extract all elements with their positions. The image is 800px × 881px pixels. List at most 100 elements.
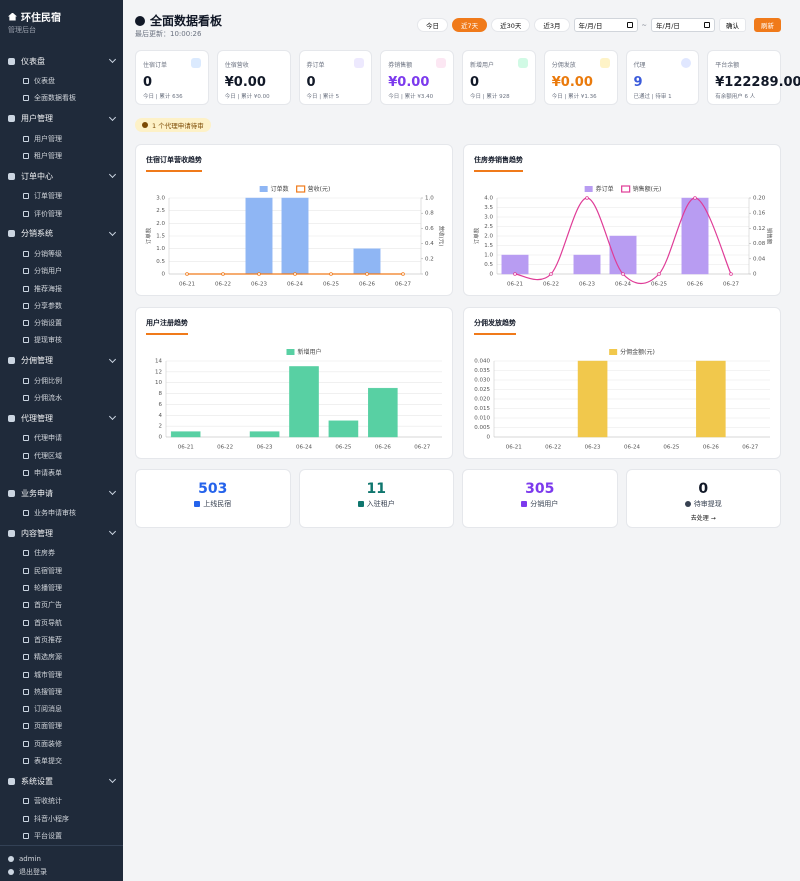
item-text[interactable]: 分享参数 bbox=[34, 301, 62, 310]
nav-section[interactable]: 系统设置 bbox=[0, 770, 123, 793]
nav-item[interactable]: 页面装修 bbox=[0, 735, 123, 752]
nav-item[interactable]: 用户管理 bbox=[0, 130, 123, 147]
section-title[interactable]: 分销系统 bbox=[21, 229, 53, 239]
nav-item[interactable]: 住房券 bbox=[0, 545, 123, 562]
nav-section[interactable]: 代理管理 bbox=[0, 407, 123, 430]
item-text[interactable]: 提现审核 bbox=[34, 336, 62, 345]
nav-item[interactable]: 全面数据看板 bbox=[0, 90, 123, 107]
nav-item[interactable]: 提现审核 bbox=[0, 332, 123, 349]
item-text[interactable]: 轮播管理 bbox=[34, 584, 62, 593]
item-text[interactable]: 抖音小程序 bbox=[34, 814, 69, 823]
section-title[interactable]: 分佣管理 bbox=[21, 356, 53, 366]
range-button[interactable]: 近30天 bbox=[491, 18, 531, 32]
logout[interactable]: 退出登录 bbox=[8, 866, 115, 880]
date-input[interactable]: 年/月/日 bbox=[573, 18, 638, 32]
alert[interactable]: 1 个代理申请待审 bbox=[135, 118, 211, 132]
item-text[interactable]: 表单提交 bbox=[34, 757, 62, 766]
item-text[interactable]: 租户管理 bbox=[34, 152, 62, 161]
item-text[interactable]: 热搜管理 bbox=[34, 687, 62, 696]
nav-item[interactable]: 分销等级 bbox=[0, 245, 123, 262]
item-text[interactable]: 业务申请审核 bbox=[34, 509, 76, 518]
item-text[interactable]: 分销等级 bbox=[34, 249, 62, 258]
section-title[interactable]: 用户管理 bbox=[21, 114, 53, 124]
nav-item[interactable]: 精选房源 bbox=[0, 649, 123, 666]
nav-item[interactable]: 代理区域 bbox=[0, 447, 123, 464]
item-text[interactable]: 代理申请 bbox=[34, 434, 62, 443]
nav-item[interactable]: 表单提交 bbox=[0, 752, 123, 769]
nav-item[interactable]: 营收统计 bbox=[0, 793, 123, 810]
nav-item[interactable]: 分享参数 bbox=[0, 297, 123, 314]
item-text[interactable]: 评价管理 bbox=[34, 209, 62, 218]
item-text[interactable]: 首页广告 bbox=[34, 601, 62, 610]
nav-item[interactable]: 业务申请审核 bbox=[0, 505, 123, 522]
nav-item[interactable]: 订阅消息 bbox=[0, 701, 123, 718]
nav-item[interactable]: 分销设置 bbox=[0, 314, 123, 331]
item-text[interactable]: 订单管理 bbox=[34, 192, 62, 201]
item-text[interactable]: 订阅消息 bbox=[34, 705, 62, 714]
nav-item[interactable]: 城市管理 bbox=[0, 666, 123, 683]
range-button[interactable]: 近3月 bbox=[534, 18, 570, 32]
item-text[interactable]: 分佣比例 bbox=[34, 376, 62, 385]
nav-item[interactable]: 热搜管理 bbox=[0, 683, 123, 700]
date-input[interactable]: 年/月/日 bbox=[651, 18, 715, 32]
nav-section[interactable]: 业务申请 bbox=[0, 482, 123, 505]
nav-item[interactable]: 分佣比例 bbox=[0, 372, 123, 389]
item-text[interactable]: 页面管理 bbox=[34, 722, 62, 731]
stat-value: 0 bbox=[470, 75, 480, 90]
nav-item[interactable]: 平台设置 bbox=[0, 827, 123, 844]
item-text[interactable]: 分销设置 bbox=[34, 319, 62, 328]
range-button[interactable]: 今日 bbox=[416, 18, 448, 32]
item-text[interactable]: 仪表盘 bbox=[34, 77, 55, 86]
nav-item[interactable]: 首页广告 bbox=[0, 597, 123, 614]
section-title[interactable]: 业务申请 bbox=[21, 488, 53, 498]
summary-action[interactable]: 去处理 → bbox=[690, 515, 716, 522]
item-text[interactable]: 申请表单 bbox=[34, 468, 62, 477]
logout-text[interactable]: 退出登录 bbox=[19, 868, 47, 877]
item-text[interactable]: 分销用户 bbox=[34, 267, 62, 276]
item-text[interactable]: 首页推荐 bbox=[34, 635, 62, 644]
section-title[interactable]: 仪表盘 bbox=[21, 56, 45, 66]
nav-item[interactable]: 轮播管理 bbox=[0, 579, 123, 596]
range-button[interactable]: 近7天 bbox=[451, 18, 488, 32]
item-text[interactable]: 用户管理 bbox=[34, 134, 62, 143]
nav-section[interactable]: 分佣管理 bbox=[0, 349, 123, 372]
nav-item[interactable]: 推荐海报 bbox=[0, 280, 123, 297]
item-text[interactable]: 精选房源 bbox=[34, 653, 62, 662]
item-text[interactable]: 分佣流水 bbox=[34, 394, 62, 402]
section-title[interactable]: 内容管理 bbox=[21, 528, 53, 538]
item-text[interactable]: 营收统计 bbox=[34, 797, 62, 806]
item-text[interactable]: 推荐海报 bbox=[34, 284, 62, 293]
nav-item[interactable]: 页面管理 bbox=[0, 718, 123, 735]
nav-item[interactable]: 首页推荐 bbox=[0, 631, 123, 648]
section-title[interactable]: 系统设置 bbox=[21, 776, 53, 786]
nav-item[interactable]: 租户管理 bbox=[0, 147, 123, 164]
item-text[interactable]: 民宿管理 bbox=[34, 566, 62, 575]
item-text[interactable]: 住房券 bbox=[34, 549, 55, 558]
nav-item[interactable]: 订单管理 bbox=[0, 188, 123, 205]
nav-item[interactable]: 代理申请 bbox=[0, 430, 123, 447]
nav-section[interactable]: 分销系统 bbox=[0, 222, 123, 245]
nav-item[interactable]: 分销用户 bbox=[0, 263, 123, 280]
item-text[interactable]: 代理区域 bbox=[34, 451, 62, 460]
item-text[interactable]: 城市管理 bbox=[34, 670, 62, 679]
nav-section[interactable]: 仪表盘 bbox=[0, 50, 123, 73]
section-title[interactable]: 代理管理 bbox=[21, 413, 53, 423]
item-text[interactable]: 全面数据看板 bbox=[34, 94, 76, 103]
item-text[interactable]: 页面装修 bbox=[34, 739, 62, 748]
nav-item[interactable]: 首页导航 bbox=[0, 614, 123, 631]
nav-section[interactable]: 内容管理 bbox=[0, 522, 123, 545]
item-text[interactable]: 首页导航 bbox=[34, 618, 62, 627]
nav-item[interactable]: 分佣流水 bbox=[0, 389, 123, 406]
nav-item[interactable]: 评价管理 bbox=[0, 205, 123, 222]
refresh-button[interactable]: 刷新 bbox=[754, 18, 781, 32]
nav-section[interactable]: 用户管理 bbox=[0, 107, 123, 130]
nav-item[interactable]: 仪表盘 bbox=[0, 73, 123, 90]
nav-item[interactable]: 申请表单 bbox=[0, 464, 123, 481]
nav-item[interactable]: 抖音小程序 bbox=[0, 810, 123, 827]
section-title[interactable]: 订单中心 bbox=[21, 171, 53, 181]
nav-section[interactable]: 订单中心 bbox=[0, 165, 123, 188]
brand[interactable]: 环住民宿 bbox=[8, 9, 61, 24]
item-text[interactable]: 平台设置 bbox=[34, 831, 62, 840]
confirm-button[interactable]: 确认 bbox=[719, 18, 746, 32]
nav-item[interactable]: 民宿管理 bbox=[0, 562, 123, 579]
